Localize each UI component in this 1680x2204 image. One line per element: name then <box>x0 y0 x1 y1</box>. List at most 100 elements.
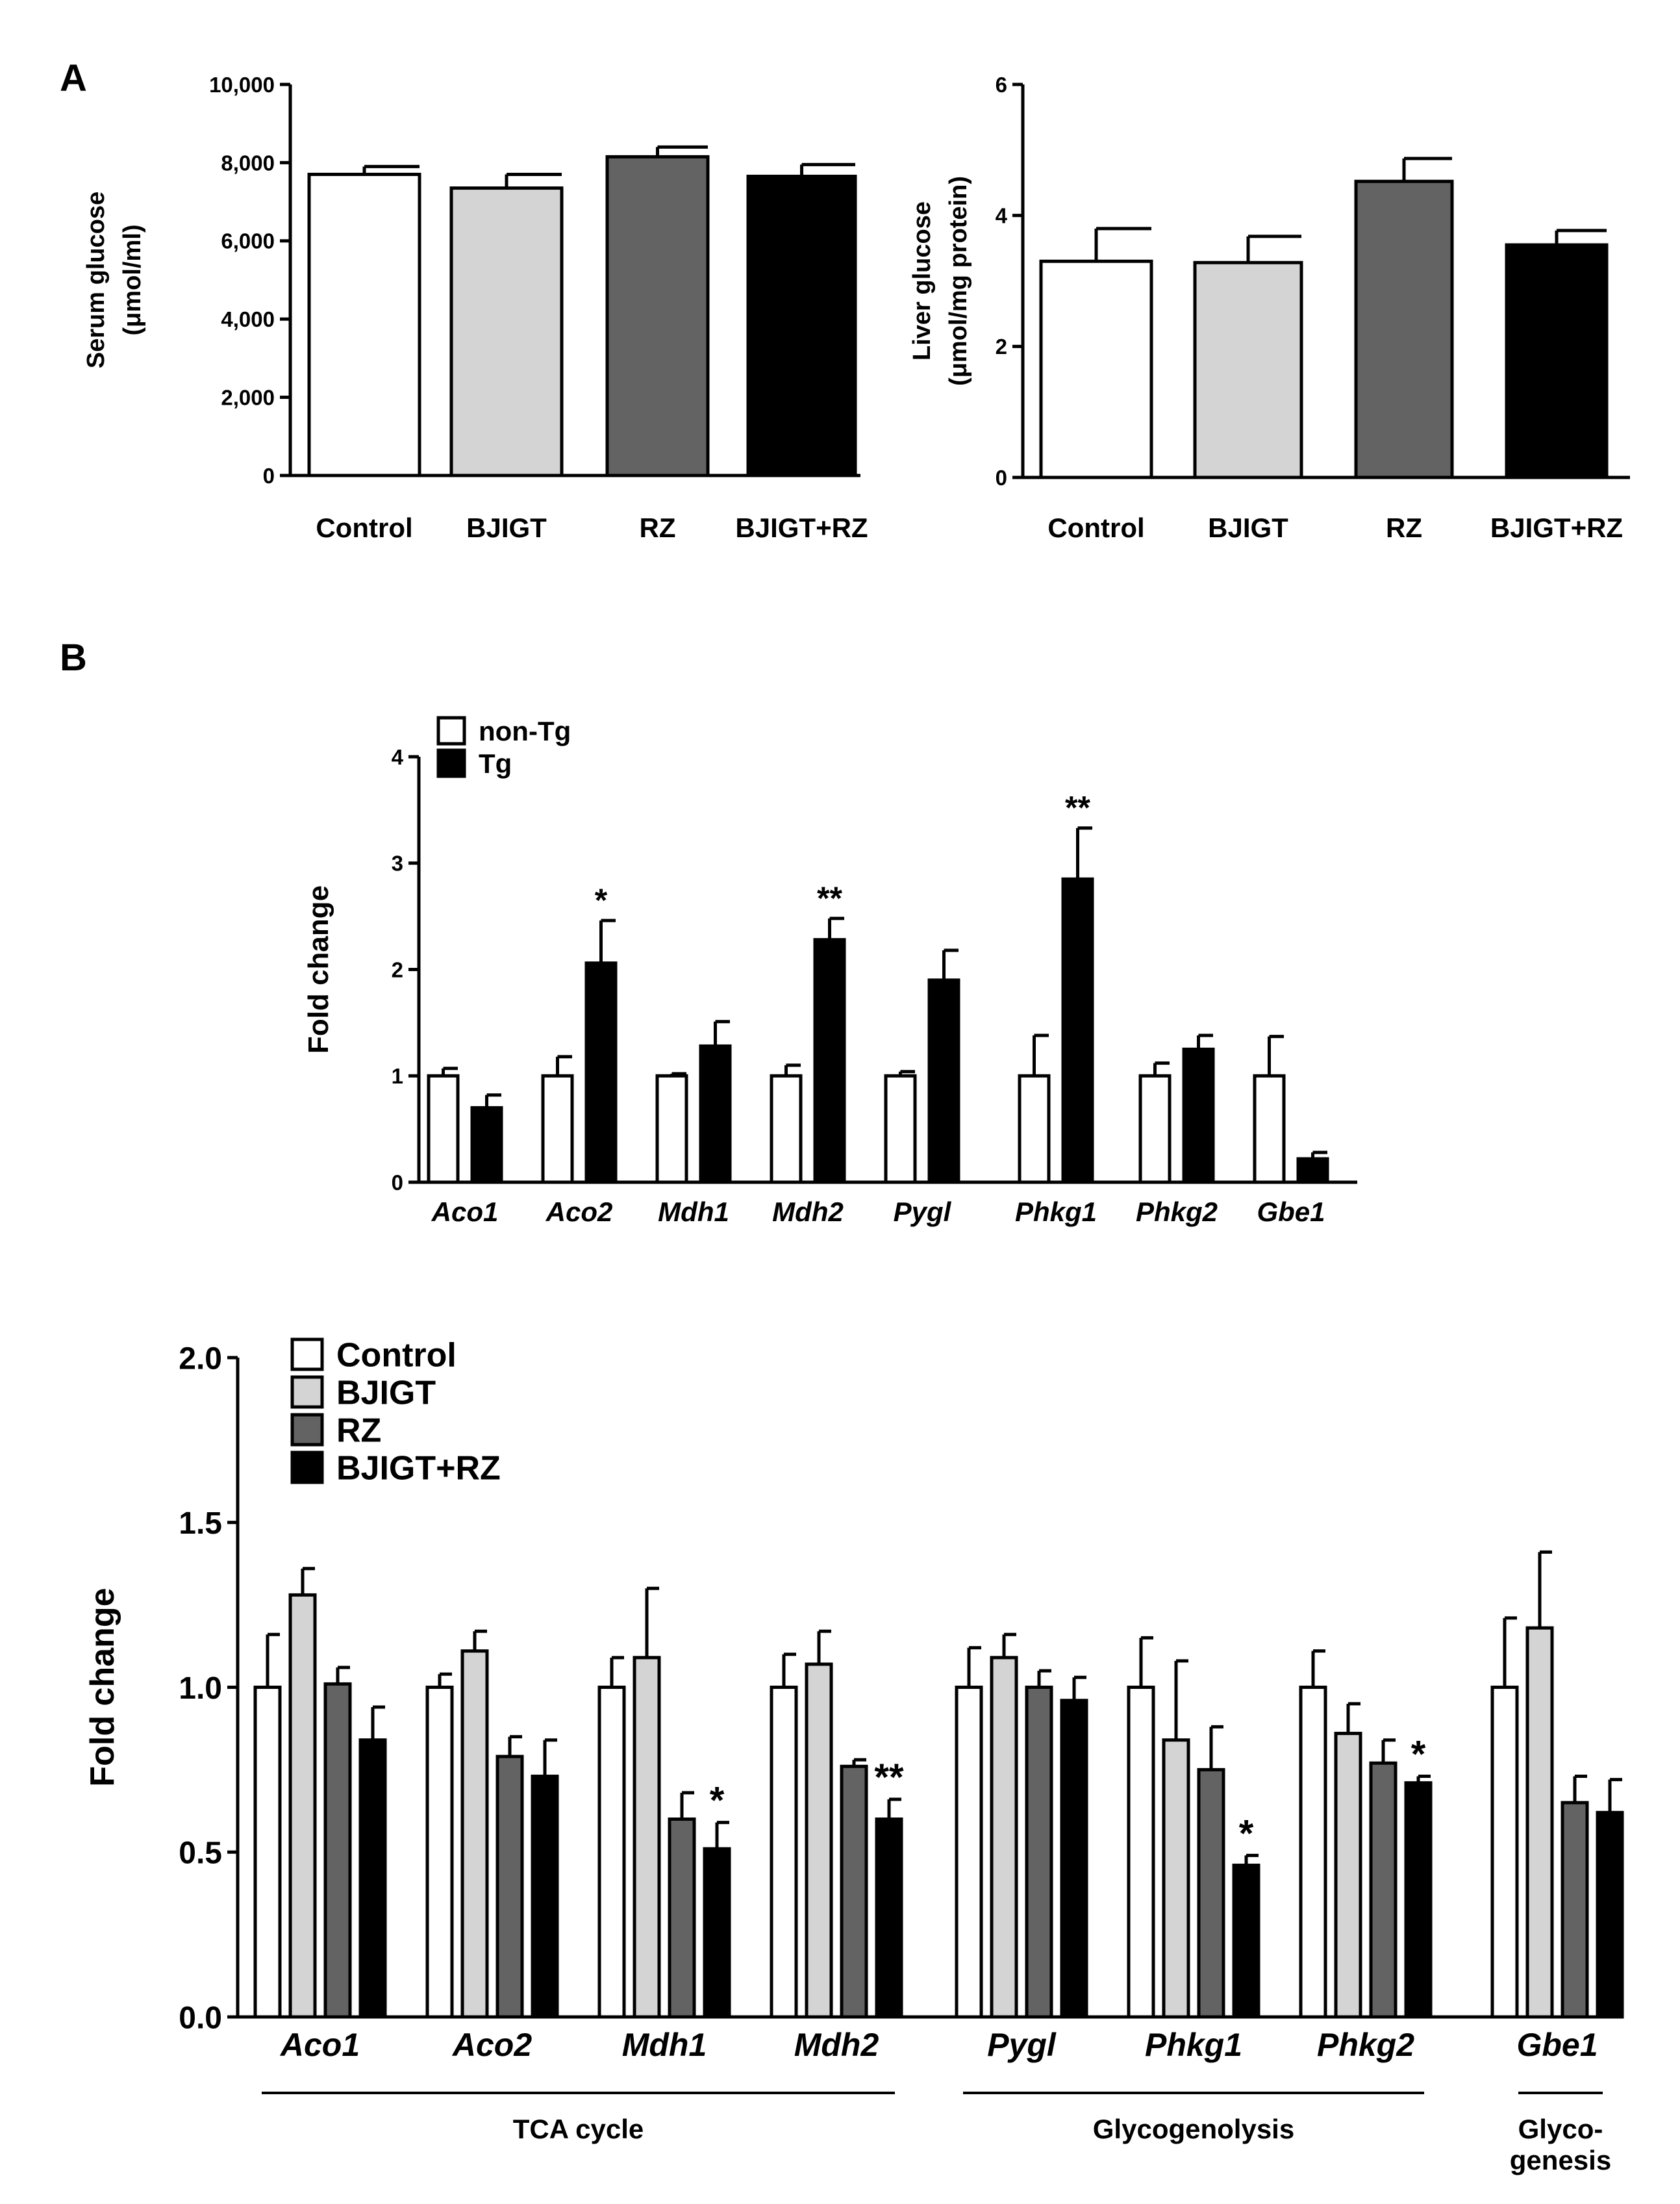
x-tick-label: Control <box>316 513 412 543</box>
bar-aco1-rz <box>323 1682 352 2019</box>
y-tick-label: 0 <box>392 1171 403 1195</box>
x-tick-label: Aco2 <box>545 1197 613 1227</box>
bar-aco1-control <box>253 1686 282 2019</box>
bar-aco1-bjigt <box>288 1593 317 2019</box>
x-tick-label: Aco1 <box>279 2027 360 2063</box>
x-tick-label: Gbe1 <box>1257 1197 1325 1227</box>
x-tick-label: Mdh1 <box>622 2027 707 2063</box>
chart-serum-glucose: 0 2,000 4,000 6,000 8,000 10,000 Serum glucose… <box>82 73 868 543</box>
chart-fold-change-treatment: 0.0 0.5 1.0 1.5 2.0 Fold change Aco1 Aco2 Mdh1 Md… <box>84 1337 1624 2175</box>
y-tick-label: 0 <box>996 466 1007 490</box>
bar-aco2-rz <box>495 1754 524 2019</box>
bar-phkg1-rz <box>1197 1767 1225 2019</box>
x-tick-label: Phkg1 <box>1145 2027 1242 2063</box>
bar-gbe1-non-tg <box>1253 1074 1286 1184</box>
y-axis-label: Serum glucose <box>82 192 110 368</box>
bar-aco2-control <box>425 1686 454 2019</box>
bar-mdh1-non-tg <box>655 1074 688 1184</box>
y-tick-label: 6,000 <box>221 229 275 253</box>
y-axis-label: (μmol/ml) <box>119 224 146 335</box>
legend-label: Control <box>336 1337 457 1374</box>
legend-swatch-control <box>290 1337 324 1371</box>
bar-mdh2-tg <box>813 938 846 1184</box>
bar-mdh2-non-tg <box>770 1074 803 1184</box>
legend-label: RZ <box>336 1412 381 1450</box>
x-tick-label: Mdh2 <box>794 2027 879 2063</box>
y-tick-label: 1.0 <box>179 1671 222 1706</box>
bar-bjigt <box>449 186 564 477</box>
bar-gbe1-bjigt <box>1525 1626 1554 2019</box>
panel-label-b: B <box>60 637 87 679</box>
x-tick-label: Pygl <box>894 1197 952 1227</box>
legend-swatch-non-tg <box>436 716 466 746</box>
significance-marker: * <box>1239 1812 1254 1855</box>
y-axis-label: Fold change <box>303 885 334 1054</box>
bar-pygl-non-tg <box>884 1074 917 1184</box>
x-tick-label: Phkg1 <box>1015 1197 1097 1227</box>
x-tick-label: Pygl <box>987 2027 1057 2063</box>
bar-phkg2-control <box>1299 1686 1327 2019</box>
x-tick-label: Phkg2 <box>1136 1197 1218 1227</box>
bar-mdh1-rz <box>668 1818 696 2019</box>
bar-gbe1-bjigt-rz <box>1596 1810 1624 2019</box>
bar-aco2-non-tg <box>541 1074 574 1184</box>
x-tick-label: RZ <box>640 513 676 543</box>
y-tick-label: 2,000 <box>221 385 275 409</box>
bar-mdh1-control <box>597 1686 626 2019</box>
chart-fold-change-tg: 0 1 2 3 4 Fold change Aco1 Aco2 Mdh1 Mdh2 Pygl Phkg… <box>303 716 1357 1227</box>
bar-aco1-non-tg <box>427 1074 460 1184</box>
bar-bjigt-rz <box>1505 243 1609 479</box>
y-tick-label: 0.5 <box>179 1836 222 1871</box>
x-tick-label: BJIGT+RZ <box>1490 513 1623 543</box>
x-tick-label: Control <box>1047 513 1144 543</box>
y-axis-label: Liver glucose <box>909 201 936 361</box>
bar-phkg1-bjigt <box>1162 1738 1190 2019</box>
bar-phkg1-bjigt-rz <box>1232 1864 1260 2019</box>
group-label: TCA cycle <box>513 2114 644 2144</box>
x-tick-label: Aco1 <box>431 1197 499 1227</box>
x-tick-label: Aco2 <box>451 2027 532 2063</box>
bar-mdh1-bjigt <box>633 1656 661 2019</box>
y-tick-label: 8,000 <box>221 151 275 175</box>
bar-mdh2-bjigt-rz <box>875 1818 903 2019</box>
bar-pygl-bjigt-rz <box>1060 1699 1088 2019</box>
significance-marker: ** <box>874 1756 904 1799</box>
y-tick-label: 4 <box>996 204 1008 228</box>
y-tick-label: 2 <box>996 335 1007 359</box>
y-tick-label: 0.0 <box>179 2001 222 2035</box>
bar-aco1-tg <box>470 1106 503 1184</box>
bar-phkg2-rz <box>1369 1761 1398 2019</box>
bar-pygl-control <box>955 1686 983 2019</box>
legend-swatch-rz <box>290 1413 324 1447</box>
y-axis-label: (μmol/mg protein) <box>945 176 972 386</box>
bar-gbe1-tg <box>1296 1157 1329 1184</box>
group-label: Glycogenolysis <box>1093 2114 1294 2144</box>
significance-marker: * <box>1411 1734 1426 1776</box>
bar-mdh1-bjigt-rz <box>703 1847 731 2019</box>
bar-phkg2-non-tg <box>1138 1074 1172 1184</box>
significance-marker: ** <box>1065 790 1090 826</box>
x-tick-label: Mdh1 <box>658 1197 729 1227</box>
bar-pygl-bjigt <box>990 1656 1018 2019</box>
y-tick-label: 2 <box>392 957 403 982</box>
legend-label: BJIGT+RZ <box>336 1450 501 1488</box>
y-tick-label: 0 <box>263 464 275 488</box>
bar-control <box>307 172 421 477</box>
significance-marker: * <box>710 1780 725 1822</box>
bar-aco2-bjigt <box>460 1649 489 2019</box>
bar-mdh2-control <box>770 1686 798 2019</box>
y-tick-label: 1 <box>392 1064 403 1088</box>
y-tick-label: 1.5 <box>179 1506 222 1541</box>
bar-gbe1-control <box>1490 1686 1519 2019</box>
bar-control <box>1039 259 1153 479</box>
significance-marker: * <box>595 882 608 918</box>
legend-label: BJIGT <box>336 1374 436 1412</box>
bar-phkg2-tg <box>1182 1047 1215 1184</box>
x-tick-label: BJIGT <box>1208 513 1288 543</box>
bar-phkg1-non-tg <box>1018 1074 1051 1184</box>
bar-aco2-bjigt-rz <box>531 1775 559 2019</box>
bar-pygl-rz <box>1025 1686 1053 2019</box>
bar-mdh2-rz <box>840 1764 868 2019</box>
x-tick-label: BJIGT <box>466 513 547 543</box>
